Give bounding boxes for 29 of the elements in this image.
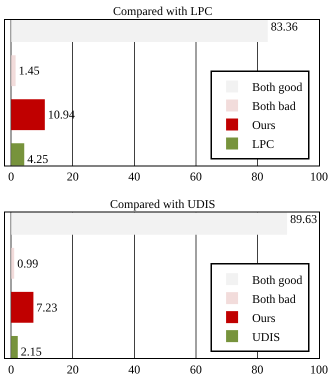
legend-label: Both bad bbox=[252, 292, 296, 306]
data-label: 1.45 bbox=[18, 64, 40, 78]
legend-label: UDIS bbox=[252, 330, 280, 344]
chart-title: Compared with UDIS bbox=[110, 197, 216, 211]
data-label: 89.63 bbox=[290, 212, 318, 226]
x-tick-label: 100 bbox=[310, 362, 328, 376]
x-tick-label: 0 bbox=[8, 170, 14, 184]
data-label: 4.25 bbox=[27, 152, 48, 166]
x-tick-label: 20 bbox=[66, 362, 79, 376]
legend-label: LPC bbox=[252, 137, 274, 152]
data-label: 2.15 bbox=[20, 344, 42, 358]
legend-label: Ours bbox=[252, 118, 276, 132]
x-tick-label: 40 bbox=[128, 362, 140, 376]
x-tick-label: 20 bbox=[66, 170, 79, 184]
legend-label: Both good bbox=[252, 272, 302, 287]
x-tick-label: 80 bbox=[251, 362, 264, 376]
legend-label: Both bad bbox=[252, 99, 296, 114]
x-tick-label: 0 bbox=[8, 362, 14, 376]
data-label: 7.23 bbox=[36, 300, 58, 314]
data-label: 0.99 bbox=[17, 256, 38, 270]
x-tick-label: 100 bbox=[310, 170, 328, 184]
x-tick-label: 60 bbox=[190, 362, 202, 376]
chart-title: Compared with LPC bbox=[113, 4, 212, 18]
x-tick-label: 60 bbox=[190, 170, 202, 184]
data-label: 83.36 bbox=[270, 20, 298, 34]
x-tick-label: 40 bbox=[128, 170, 140, 184]
legend-label: Both good bbox=[252, 80, 302, 94]
x-tick-label: 80 bbox=[251, 170, 264, 184]
legend-label: Ours bbox=[252, 310, 276, 325]
